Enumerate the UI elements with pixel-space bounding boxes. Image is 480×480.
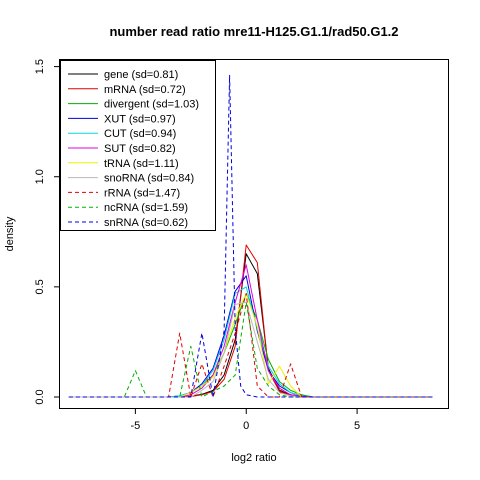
legend-items: gene (sd=0.81) mRNA (sd=0.72) divergent (s… — [68, 69, 199, 229]
series-layer — [68, 74, 433, 398]
legend-label: ncRNA (sd=1.59) — [104, 202, 188, 214]
legend-label: divergent (sd=1.03) — [104, 99, 199, 111]
legend-label: rRNA (sd=1.47) — [104, 187, 180, 199]
x-tick-label: 0 — [243, 420, 249, 432]
series-line-5 — [68, 264, 433, 398]
x-axis-label: log2 ratio — [231, 452, 276, 464]
series-line-8 — [68, 293, 433, 398]
chart-title: number read ratio mre11-H125.G1.1/rad50.… — [109, 24, 398, 39]
y-tick-label: 1.0 — [34, 169, 46, 184]
y-tick-label: 1.5 — [34, 59, 46, 74]
legend: gene (sd=0.81) mRNA (sd=0.72) divergent (s… — [60, 60, 216, 231]
legend-label: tRNA (sd=1.11) — [104, 158, 179, 170]
legend-label: CUT (sd=0.94) — [104, 128, 176, 140]
y-tick-label: 0.0 — [34, 389, 46, 404]
series-line-6 — [68, 293, 433, 398]
legend-label: snRNA (sd=0.62) — [104, 217, 188, 229]
y-axis: 0.0 0.5 1.0 1.5 — [34, 59, 60, 405]
x-axis: -5 0 5 — [130, 408, 360, 432]
plot-frame — [59, 59, 449, 409]
series-line-4 — [68, 286, 433, 398]
series-line-7 — [68, 301, 433, 398]
series-line-10 — [68, 74, 433, 398]
legend-label: XUT (sd=0.97) — [104, 113, 176, 125]
series-line-9 — [68, 301, 433, 398]
legend-label: mRNA (sd=0.72) — [104, 84, 186, 96]
x-tick-label: 5 — [354, 420, 360, 432]
x-tick-label: -5 — [130, 420, 140, 432]
legend-label: snoRNA (sd=0.84) — [104, 173, 194, 185]
y-axis-label: density — [4, 216, 16, 251]
legend-label: SUT (sd=0.82) — [104, 143, 176, 155]
y-tick-label: 0.5 — [34, 279, 46, 294]
legend-label: gene (sd=0.81) — [104, 69, 178, 81]
